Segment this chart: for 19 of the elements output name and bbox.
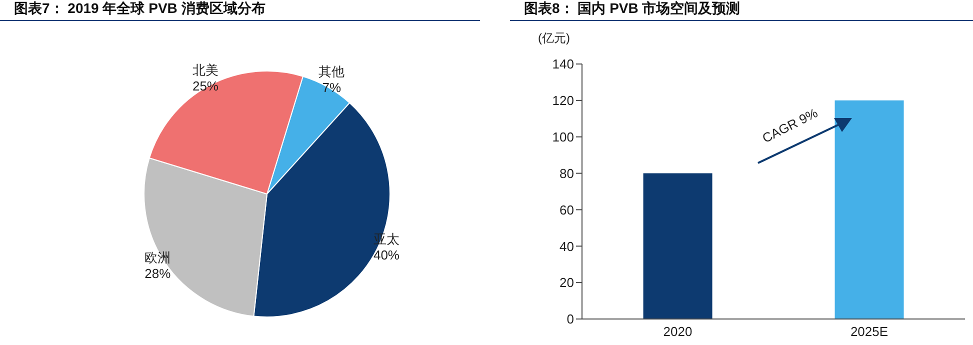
y-tick-label: 100 (552, 129, 574, 144)
y-tick-label: 140 (552, 56, 574, 72)
y-tick-label: 20 (560, 275, 574, 290)
chart-title: 图表8： 国内 PVB 市场空间及预测 (510, 0, 973, 21)
y-tick-label: 120 (552, 93, 574, 108)
x-tick-label: 2025E (850, 324, 888, 340)
y-tick-label: 60 (560, 202, 574, 218)
slice-label: 其他 (318, 64, 345, 80)
annotation: CAGR 9% (760, 105, 820, 146)
y-tick-label: 0 (566, 312, 574, 327)
slice-label: 欧洲 (144, 250, 171, 266)
slice-label: 北美 (192, 62, 218, 78)
data-label: 28% (144, 266, 172, 282)
chart-title: 图表7： 2019 年全球 PVB 消费区域分布 (0, 0, 480, 21)
x-tick-label: 2020 (663, 324, 692, 340)
y-tick-label: 40 (560, 238, 574, 254)
y-axis-title: (亿元) (538, 30, 570, 47)
y-tick-label: 80 (560, 166, 574, 181)
data-label: 40% (373, 248, 400, 263)
